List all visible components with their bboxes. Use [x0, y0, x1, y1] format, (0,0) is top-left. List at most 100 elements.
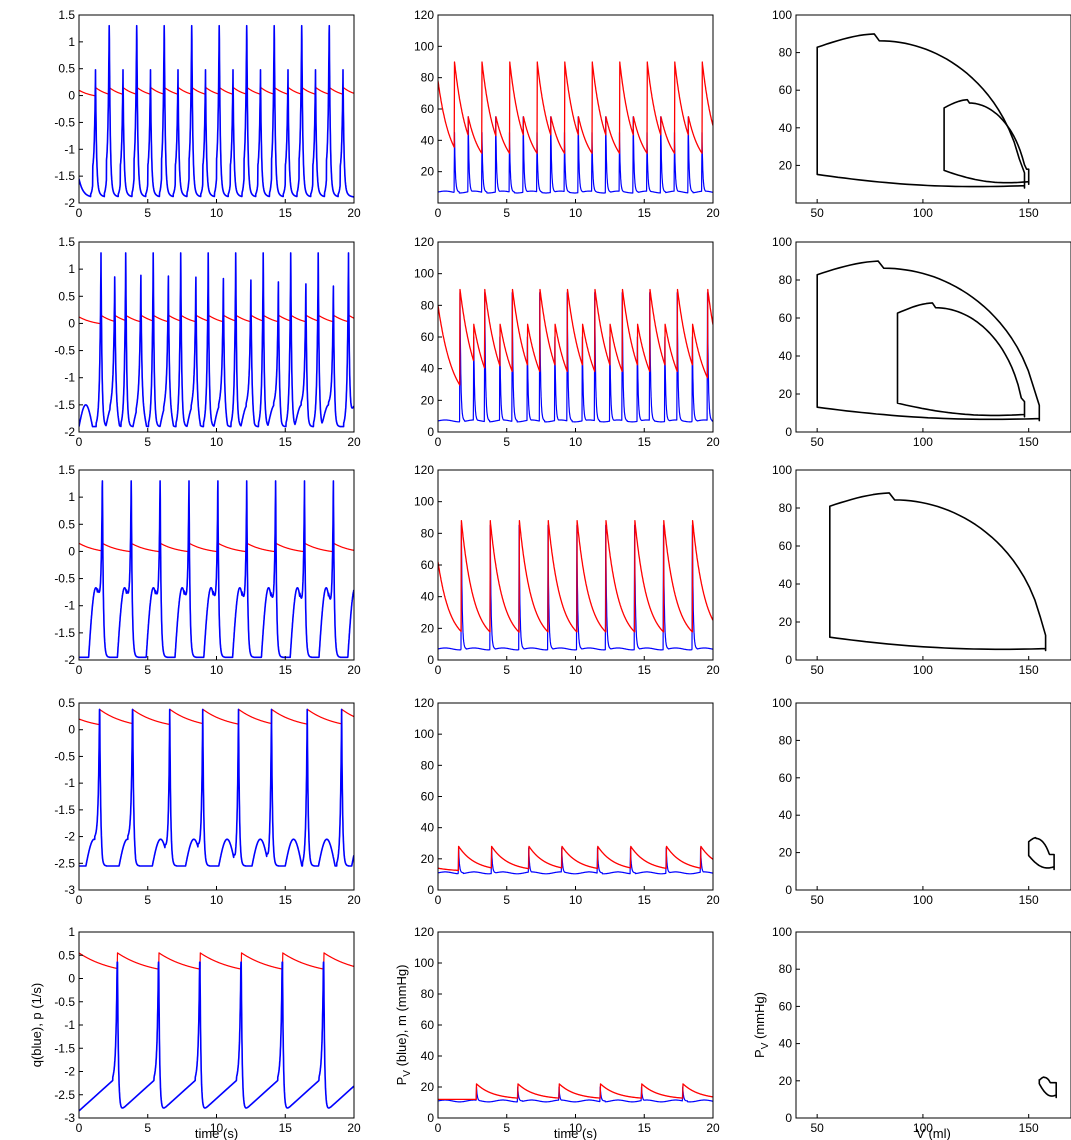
x-tick-label: 10	[569, 1121, 583, 1135]
p-series-line	[79, 952, 354, 970]
x-tick-label: 50	[810, 206, 824, 220]
x-tick-label: 150	[1019, 206, 1039, 220]
x-tick-label: 20	[347, 663, 361, 677]
y-tick-label: 1.5	[58, 8, 75, 22]
m-series-line	[438, 61, 713, 154]
plot-area	[438, 520, 713, 651]
x-tick-label: 20	[347, 893, 361, 907]
plot-area	[829, 492, 1047, 652]
q-series-line	[79, 252, 354, 428]
chart-panel-row3-left: 0 5 10 15 20 -2 -1.5 -1 -0.5 0 0.5 1 1.5	[54, 463, 361, 677]
m-series-line	[438, 520, 713, 633]
y-tick-label: 1	[68, 35, 75, 49]
x-tick-label: 10	[569, 663, 583, 677]
y-tick-label: 100	[414, 956, 434, 970]
x-tick-label: 50	[810, 663, 824, 677]
y-tick-label: 20	[779, 158, 793, 172]
y-tick-label: 80	[779, 733, 793, 747]
axes-box	[437, 702, 714, 891]
y-tick-label: 0	[68, 972, 75, 986]
x-tick-label: 0	[435, 206, 442, 220]
y-tick-label: -1.5	[54, 803, 75, 817]
pv-loop-inner	[896, 302, 1026, 418]
y-tick-label: 100	[772, 696, 792, 710]
y-tick-label: 80	[779, 501, 793, 515]
x-tick-label: 10	[210, 663, 224, 677]
y-tick-label: 80	[421, 526, 435, 540]
x-tick-label: 100	[913, 893, 933, 907]
pv-loop-small	[1038, 1076, 1057, 1099]
y-tick-label: -3	[64, 883, 75, 897]
chart-panel-row2-mid: 0 5 10 15 20 0 20 40 60 80 100 120	[414, 235, 720, 449]
chart-panel-row1-left: 0 5 10 15 20 -2 -1.5 -1 -0.5 0 0.5 1 1.5	[54, 8, 361, 220]
chart-panel-row4-mid: 0 5 10 15 20 0 20 40 60 80 100 120	[414, 696, 720, 907]
y-tick-label: -2	[64, 196, 75, 210]
plot-area	[79, 708, 354, 867]
x-tick-label: 15	[279, 893, 293, 907]
pv-loop-outer	[816, 33, 1026, 189]
y-tick-label: -0.5	[54, 344, 75, 358]
pv-loop-inner	[943, 98, 1030, 185]
y-tick-label: 100	[772, 8, 792, 22]
x-tick-label: 5	[503, 435, 510, 449]
axes-box	[437, 931, 714, 1119]
y-tick-label: 40	[779, 121, 793, 135]
y-tick-label: 1	[68, 262, 75, 276]
q-series-line	[79, 24, 354, 198]
y-tick-label: 0	[68, 723, 75, 737]
y-tick-label: 60	[421, 102, 435, 116]
y-tick-label: 60	[779, 311, 793, 325]
y-tick-label: 60	[421, 1018, 435, 1032]
y-tick-label: 20	[779, 1074, 793, 1088]
y-tick-label: -2	[64, 653, 75, 667]
y-tick-label: -0.5	[54, 995, 75, 1009]
y-tick-label: 100	[414, 267, 434, 281]
y-tick-label: 40	[779, 808, 793, 822]
x-tick-label: 20	[706, 893, 720, 907]
plot-area	[438, 845, 713, 875]
y-tick-label: 60	[421, 330, 435, 344]
plot-area	[816, 33, 1030, 189]
y-tick-label: -2	[64, 425, 75, 439]
y-tick-label: 120	[414, 925, 434, 939]
plot-area	[79, 480, 354, 659]
x-axis-label-time: time (s)	[195, 1126, 238, 1140]
chart-panel-row2-left: 0 5 10 15 20 -2 -1.5 -1 -0.5 0 0.5 1 1.5	[54, 235, 361, 449]
x-tick-label: 5	[503, 206, 510, 220]
m-series-line	[438, 1083, 713, 1101]
y-tick-label: 60	[421, 558, 435, 572]
pv-series-line	[438, 847, 713, 875]
y-axis-label-left: q(blue), p (1/s)	[29, 983, 44, 1068]
y-tick-label: 0.5	[58, 62, 75, 76]
y-tick-label: 100	[772, 463, 792, 477]
x-tick-label: 15	[638, 206, 652, 220]
x-tick-label: 10	[569, 435, 583, 449]
plot-area	[438, 288, 713, 423]
y-axis-label-right: PV (mmHg)	[752, 992, 771, 1058]
pv-series-line	[438, 116, 713, 194]
y-tick-label: -1.5	[54, 626, 75, 640]
y-tick-label: 120	[414, 235, 434, 249]
y-tick-label: 20	[421, 621, 435, 635]
x-tick-label: 10	[210, 435, 224, 449]
x-tick-label: 0	[435, 663, 442, 677]
p-series-line	[79, 86, 354, 97]
y-tick-label: 80	[779, 962, 793, 976]
y-tick-label: 20	[779, 615, 793, 629]
y-tick-label: 40	[421, 590, 435, 604]
y-tick-label: 0	[68, 544, 75, 558]
x-tick-label: 0	[76, 435, 83, 449]
y-axis-label-mid: PV (blue), m (mmHg)	[394, 965, 413, 1086]
plot-area	[79, 24, 354, 198]
y-tick-label: -0.5	[54, 749, 75, 763]
x-tick-label: 5	[503, 1121, 510, 1135]
x-tick-label: 15	[638, 435, 652, 449]
pv-series-line	[438, 292, 713, 423]
axes-box	[437, 14, 714, 204]
x-tick-label: 150	[1019, 435, 1039, 449]
x-tick-label: 0	[76, 663, 83, 677]
chart-panel-row5-left: 0 5 10 15 20 -3 -2.5 -2 -1.5 -1 -0.5 0 0.5 1	[54, 925, 361, 1135]
y-tick-label: 0.5	[58, 517, 75, 531]
x-tick-label: 0	[435, 1121, 442, 1135]
